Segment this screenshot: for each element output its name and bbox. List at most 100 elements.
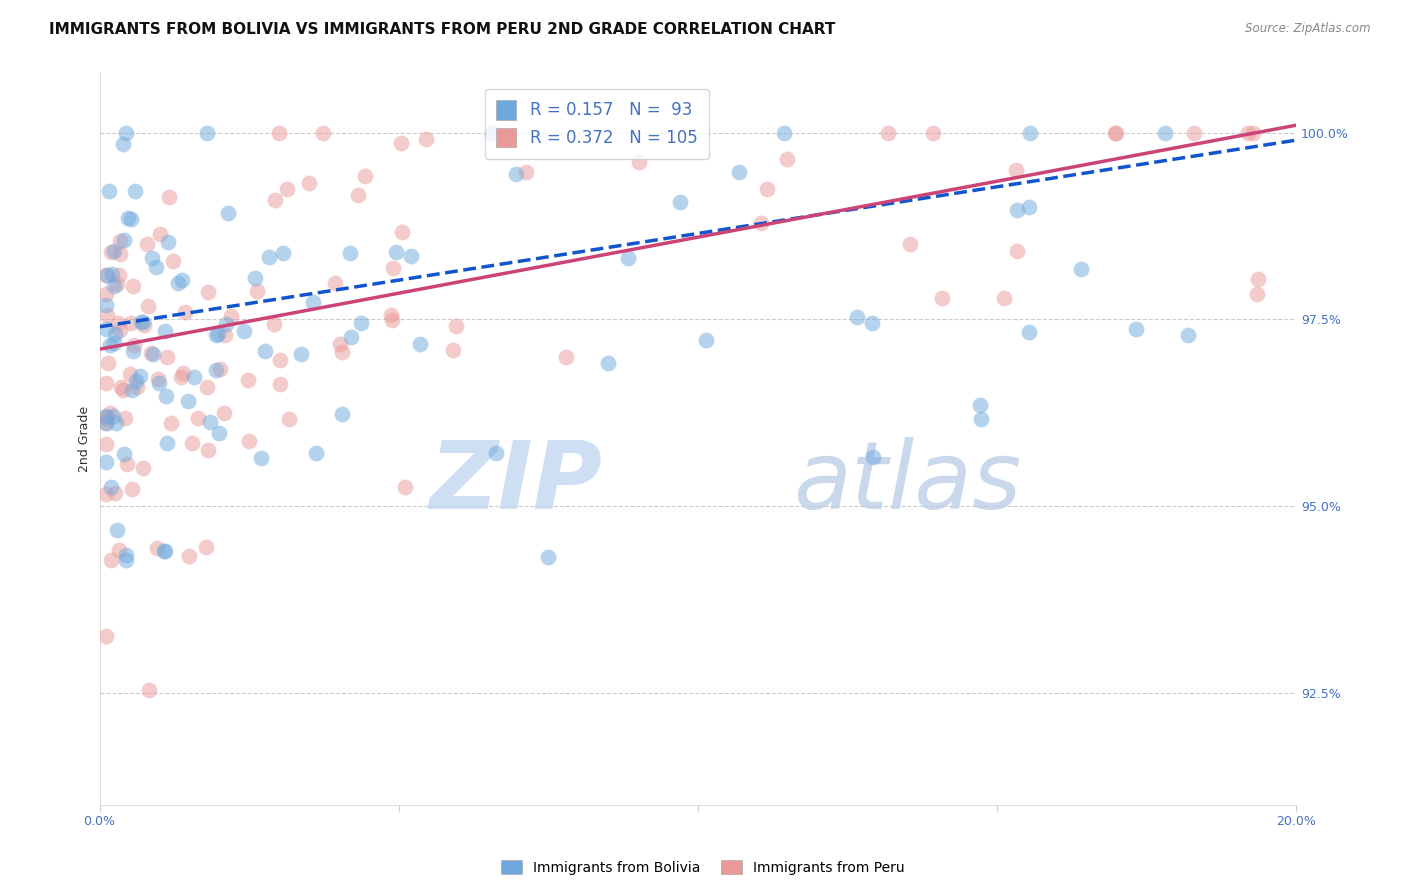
Point	[120, 211, 142, 226]
Point	[269, 352, 291, 367]
Point	[132, 461, 155, 475]
Point	[94, 629, 117, 643]
Point	[773, 126, 796, 140]
Point	[350, 317, 373, 331]
Point	[100, 552, 122, 566]
Point	[129, 315, 152, 329]
Point	[97, 184, 120, 198]
Point	[124, 184, 146, 198]
Point	[385, 245, 408, 260]
Point	[117, 211, 139, 225]
Point	[148, 376, 170, 390]
Point	[108, 268, 131, 282]
Point	[146, 372, 169, 386]
Point	[776, 152, 799, 166]
Point	[381, 313, 404, 327]
Point	[250, 451, 273, 466]
Point	[132, 315, 155, 329]
Point	[394, 480, 416, 494]
Point	[94, 409, 117, 424]
Point	[1177, 327, 1199, 342]
Point	[1005, 163, 1028, 178]
Point	[1018, 325, 1040, 339]
Point	[172, 366, 194, 380]
Point	[145, 260, 167, 275]
Point	[114, 548, 136, 562]
Point	[257, 250, 280, 264]
Point	[103, 278, 125, 293]
Point	[172, 273, 194, 287]
Point	[505, 167, 527, 181]
Point	[380, 309, 402, 323]
Point	[1125, 322, 1147, 336]
Point	[108, 235, 131, 249]
Point	[111, 383, 134, 397]
Point	[1019, 126, 1042, 140]
Point	[94, 287, 117, 301]
Y-axis label: 2nd Grade: 2nd Grade	[79, 406, 91, 472]
Point	[156, 350, 179, 364]
Point	[245, 271, 267, 285]
Point	[323, 276, 346, 290]
Point	[264, 193, 287, 207]
Point	[107, 316, 129, 330]
Point	[233, 324, 256, 338]
Point	[617, 252, 640, 266]
Point	[100, 338, 122, 352]
Point	[122, 278, 145, 293]
Point	[1005, 202, 1028, 217]
Point	[208, 362, 231, 376]
Point	[267, 126, 290, 140]
Point	[108, 323, 131, 337]
Point	[104, 416, 127, 430]
Point	[969, 412, 991, 426]
Point	[1070, 262, 1092, 277]
Text: ZIP: ZIP	[429, 437, 602, 529]
Point	[139, 346, 162, 360]
Point	[862, 450, 884, 465]
Point	[103, 335, 125, 350]
Point	[749, 216, 772, 230]
Point	[94, 417, 117, 431]
Point	[537, 550, 560, 565]
Point	[898, 237, 921, 252]
Point	[554, 351, 576, 365]
Point	[101, 409, 124, 424]
Point	[129, 369, 152, 384]
Point	[382, 261, 405, 276]
Point	[114, 553, 136, 567]
Point	[121, 483, 143, 497]
Point	[1018, 200, 1040, 214]
Point	[153, 543, 176, 558]
Point	[183, 370, 205, 384]
Point	[312, 126, 335, 140]
Legend: Immigrants from Bolivia, Immigrants from Peru: Immigrants from Bolivia, Immigrants from…	[495, 855, 911, 880]
Point	[104, 485, 127, 500]
Point	[598, 355, 620, 369]
Point	[330, 407, 353, 421]
Point	[217, 206, 239, 220]
Point	[132, 318, 155, 332]
Point	[205, 363, 228, 377]
Point	[142, 346, 165, 360]
Point	[138, 682, 160, 697]
Point	[628, 155, 651, 169]
Point	[238, 434, 260, 448]
Point	[98, 406, 121, 420]
Point	[112, 136, 135, 151]
Point	[1104, 126, 1126, 140]
Point	[728, 165, 751, 179]
Point	[756, 181, 779, 195]
Point	[277, 412, 299, 426]
Point	[195, 380, 218, 394]
Point	[302, 294, 325, 309]
Point	[94, 298, 117, 312]
Point	[444, 318, 467, 333]
Point	[94, 437, 117, 451]
Point	[1241, 126, 1264, 140]
Point	[104, 326, 127, 341]
Point	[156, 435, 179, 450]
Point	[197, 285, 219, 299]
Point	[94, 487, 117, 501]
Point	[263, 318, 285, 332]
